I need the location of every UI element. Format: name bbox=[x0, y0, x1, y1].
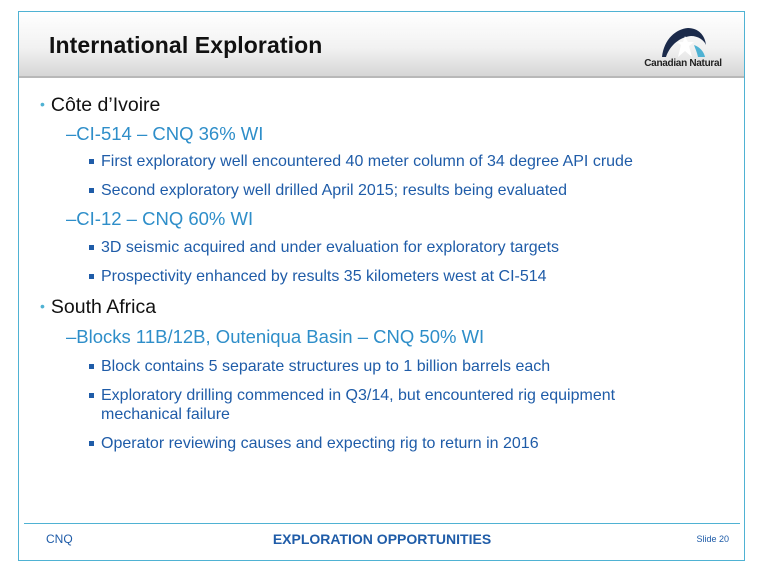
list-item: First exploratory well encountered 40 me… bbox=[89, 152, 729, 171]
footer-section-title: EXPLORATION OPPORTUNITIES bbox=[272, 531, 492, 547]
section-heading: • South Africa bbox=[40, 296, 156, 319]
company-logo: Canadian Natural bbox=[637, 25, 729, 73]
square-bullet-icon bbox=[89, 364, 94, 369]
section-heading-text: South Africa bbox=[50, 296, 157, 318]
footer-divider bbox=[24, 523, 740, 524]
list-item-text: Operator reviewing causes and expecting … bbox=[101, 435, 539, 452]
square-bullet-icon bbox=[89, 245, 94, 250]
list-item: 3D seismic acquired and under evaluation… bbox=[89, 238, 729, 257]
square-bullet-icon bbox=[89, 159, 94, 164]
slide-title: International Exploration bbox=[49, 32, 323, 58]
list-item-text: Exploratory drilling commenced in Q3/14,… bbox=[101, 387, 616, 423]
slide-frame: International Exploration Canadian Natur… bbox=[18, 11, 745, 561]
bullet-dot-icon: • bbox=[40, 298, 45, 314]
square-bullet-icon bbox=[89, 188, 94, 193]
section-heading-text: Côte d’Ivoire bbox=[50, 94, 161, 116]
list-item-text: First exploratory well encountered 40 me… bbox=[101, 153, 633, 170]
list-item: Second exploratory well drilled April 20… bbox=[89, 181, 729, 200]
logo-wordmark: Canadian Natural bbox=[644, 58, 722, 69]
slide-header: International Exploration Canadian Natur… bbox=[19, 12, 744, 76]
square-bullet-icon bbox=[89, 393, 94, 398]
square-bullet-icon bbox=[89, 441, 94, 446]
list-item: Block contains 5 separate structures up … bbox=[89, 357, 729, 376]
sub-heading: –Blocks 11B/12B, Outeniqua Basin – CNQ 5… bbox=[66, 326, 485, 347]
header-divider bbox=[19, 76, 744, 78]
sub-heading: –CI-514 – CNQ 36% WI bbox=[66, 123, 264, 144]
slide-number: Slide 20 bbox=[696, 534, 729, 544]
section-heading: • Côte d’Ivoire bbox=[40, 94, 160, 117]
square-bullet-icon bbox=[89, 274, 94, 279]
list-item: Operator reviewing causes and expecting … bbox=[89, 434, 729, 453]
list-item-text: Block contains 5 separate structures up … bbox=[101, 358, 551, 375]
list-item: Prospectivity enhanced by results 35 kil… bbox=[89, 267, 729, 286]
footer-company: CNQ bbox=[46, 532, 73, 546]
list-item: Exploratory drilling commenced in Q3/14,… bbox=[89, 386, 699, 424]
sub-heading: –CI-12 – CNQ 60% WI bbox=[66, 208, 254, 229]
bullet-dot-icon: • bbox=[40, 96, 45, 112]
maple-leaf-logo-icon bbox=[662, 28, 706, 57]
list-item-text: Second exploratory well drilled April 20… bbox=[101, 182, 568, 199]
list-item-text: Prospectivity enhanced by results 35 kil… bbox=[101, 268, 547, 285]
list-item-text: 3D seismic acquired and under evaluation… bbox=[101, 239, 560, 256]
